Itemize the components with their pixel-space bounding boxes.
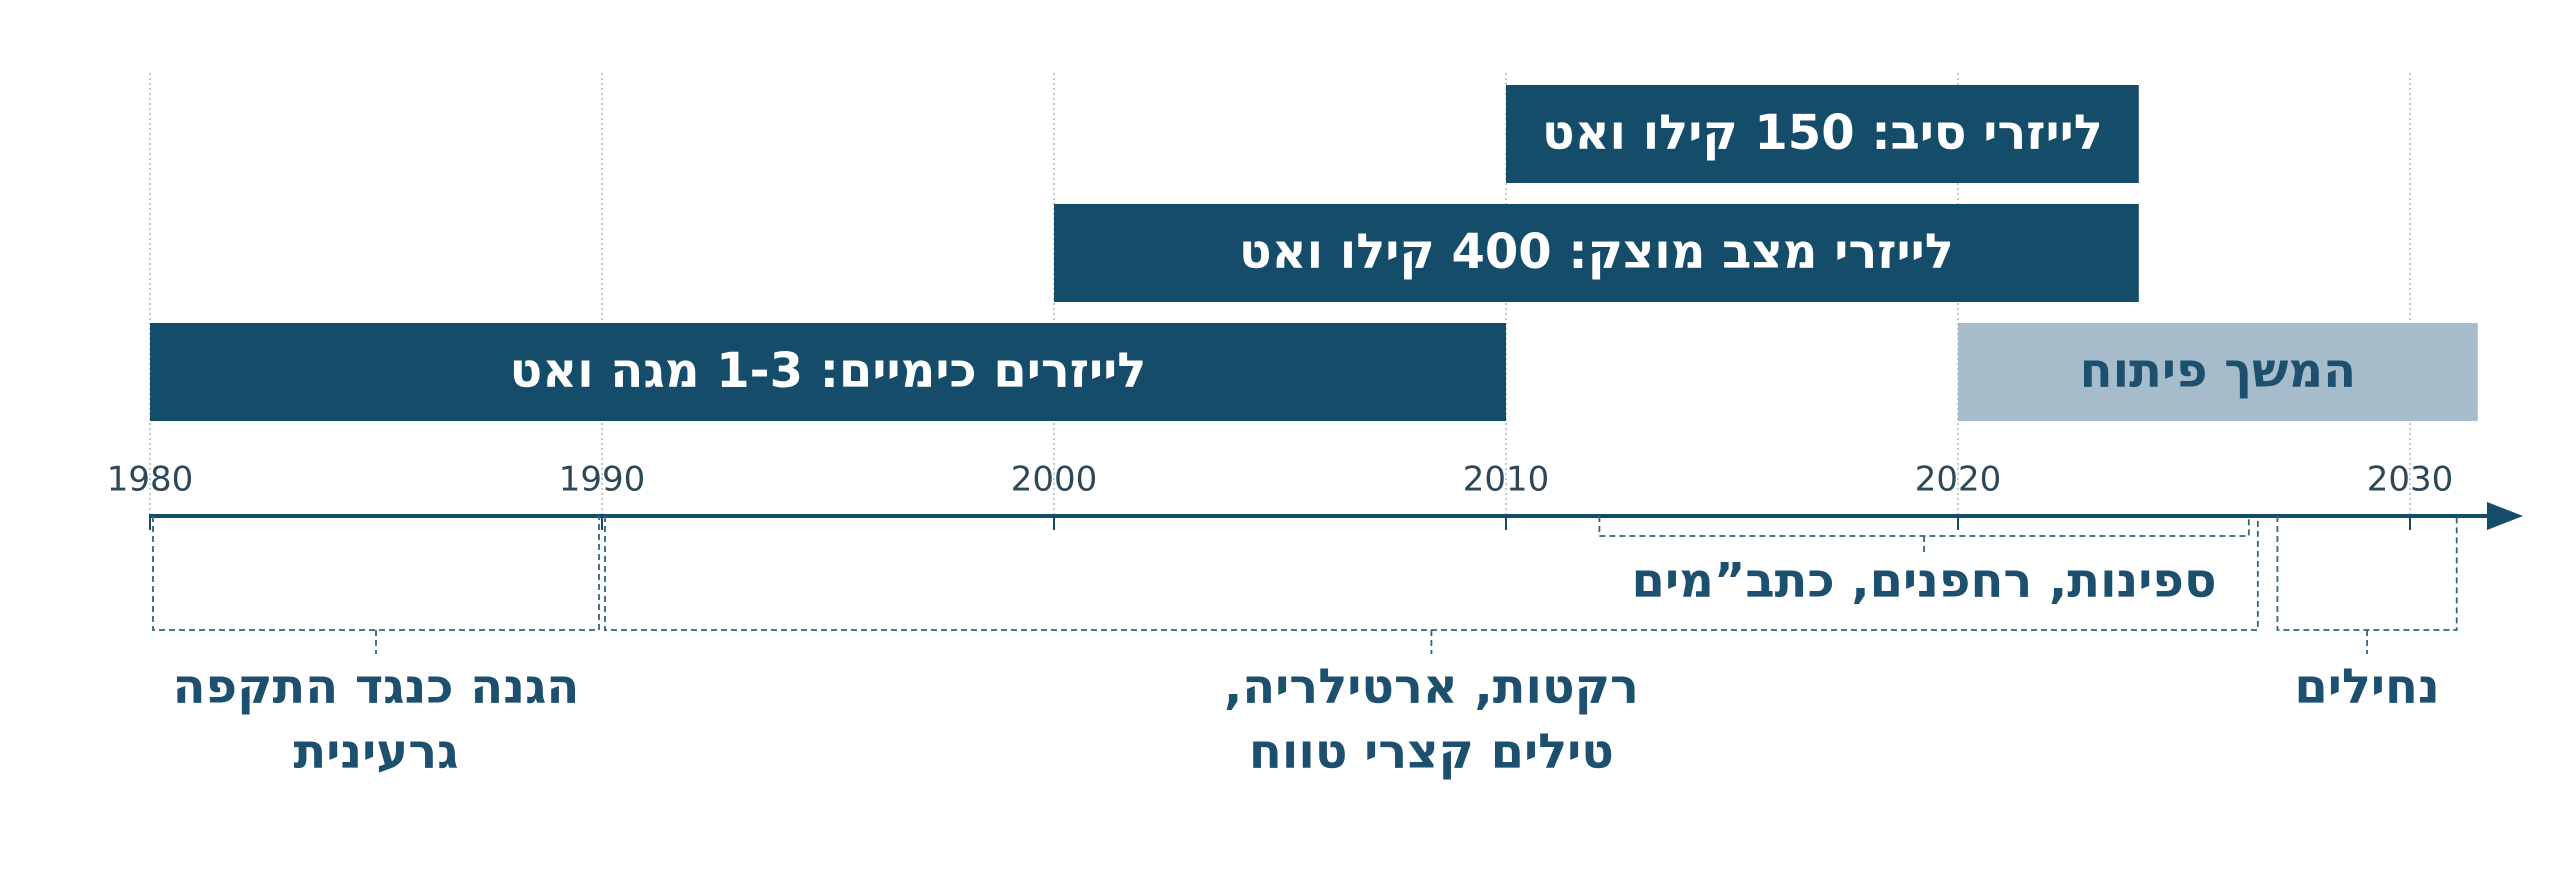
bracket-label: גרעינית: [293, 724, 458, 780]
x-tick-label: 2030: [2367, 460, 2454, 500]
bracket-label: רקטות, ארטילריה,: [1224, 659, 1639, 715]
x-tick-label: 2000: [1011, 460, 1098, 500]
axis-arrow: [2487, 502, 2523, 530]
bar-label: לייזרים כימיים: 1-3 מגה ואט: [510, 343, 1147, 399]
x-tick-label: 2010: [1463, 460, 1550, 500]
timeline-bar: [1506, 85, 2139, 183]
bracket: [2276, 516, 2458, 654]
bracket: [1598, 516, 2250, 556]
bracket-label: ספינות, רחפנים, כתב”מים: [1632, 553, 2217, 609]
x-tick-label: 1990: [559, 460, 646, 500]
timeline-bar: [1054, 204, 2139, 302]
timeline-bar: [1958, 323, 2478, 421]
bracket-label: טילים קצרי טווח: [1249, 724, 1614, 780]
bracket-label: הגנה כנגד התקפה: [173, 659, 580, 715]
bracket: [152, 516, 600, 654]
bracket-label: נחילים: [2294, 659, 2439, 715]
x-tick-label: 2020: [1915, 460, 2002, 500]
bracket: [604, 516, 2259, 654]
x-tick-label: 1980: [107, 460, 194, 500]
bar-label: לייזרי מצב מוצק: 400 קילו ואט: [1239, 224, 1954, 280]
bar-label: לייזרי סיב: 150 קילו ואט: [1542, 105, 2103, 161]
bar-label: המשך פיתוח: [2080, 343, 2357, 399]
timeline-bar: [150, 323, 1506, 421]
